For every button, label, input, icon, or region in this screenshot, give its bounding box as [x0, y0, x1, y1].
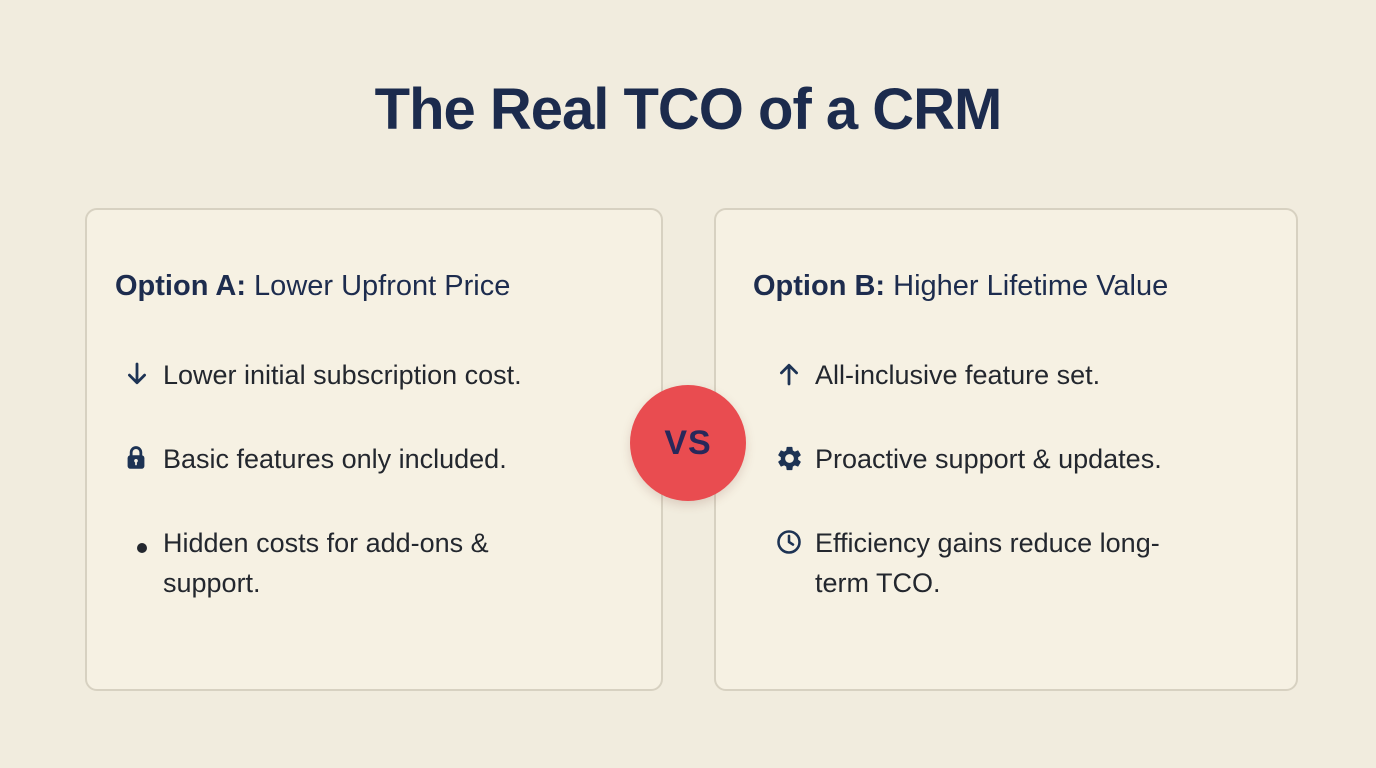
list-item-text: Proactive support & updates.	[815, 444, 1162, 474]
list-item: Hidden costs for add-ons & support.	[123, 523, 637, 603]
bullet-dot-icon	[123, 528, 163, 553]
list-item: Efficiency gains reduce long-term TCO.	[775, 523, 1276, 603]
vs-badge: VS	[630, 385, 746, 501]
card-option-a-heading-label: Option A:	[115, 270, 246, 302]
card-option-b-heading-label: Option B:	[753, 270, 886, 302]
list-item-text: Basic features only included.	[163, 444, 507, 474]
comparison-cards: Option A: Lower Upfront Price Lower init…	[85, 208, 1298, 691]
lock-icon	[123, 444, 163, 472]
card-option-b: Option B: Higher Lifetime Value All-incl…	[714, 208, 1298, 691]
arrow-down-icon	[123, 360, 163, 388]
page-title: The Real TCO of a CRM	[374, 77, 1003, 142]
list-item: Lower initial subscription cost.	[123, 355, 637, 395]
list-item: Basic features only included.	[123, 439, 637, 479]
card-option-b-items: All-inclusive feature set. Proactive sup…	[775, 355, 1276, 603]
card-option-a-items: Lower initial subscription cost. Basic f…	[123, 355, 637, 603]
list-item-text: Efficiency gains reduce long-term TCO.	[815, 528, 1160, 598]
card-option-a-heading: Option A: Lower Upfront Price	[115, 270, 637, 303]
card-option-a: Option A: Lower Upfront Price Lower init…	[85, 208, 663, 691]
card-option-b-heading-text: Higher Lifetime Value	[885, 270, 1169, 302]
list-item-text: Lower initial subscription cost.	[163, 360, 522, 390]
list-item: All-inclusive feature set.	[775, 355, 1276, 395]
list-item-text: Hidden costs for add-ons & support.	[163, 528, 489, 598]
arrow-up-icon	[775, 360, 815, 388]
list-item: Proactive support & updates.	[775, 439, 1276, 479]
gear-icon	[775, 444, 815, 473]
card-option-a-heading-text: Lower Upfront Price	[246, 270, 511, 302]
card-option-b-heading: Option B: Higher Lifetime Value	[753, 270, 1276, 303]
clock-icon	[775, 528, 815, 556]
list-item-text: All-inclusive feature set.	[815, 360, 1101, 390]
